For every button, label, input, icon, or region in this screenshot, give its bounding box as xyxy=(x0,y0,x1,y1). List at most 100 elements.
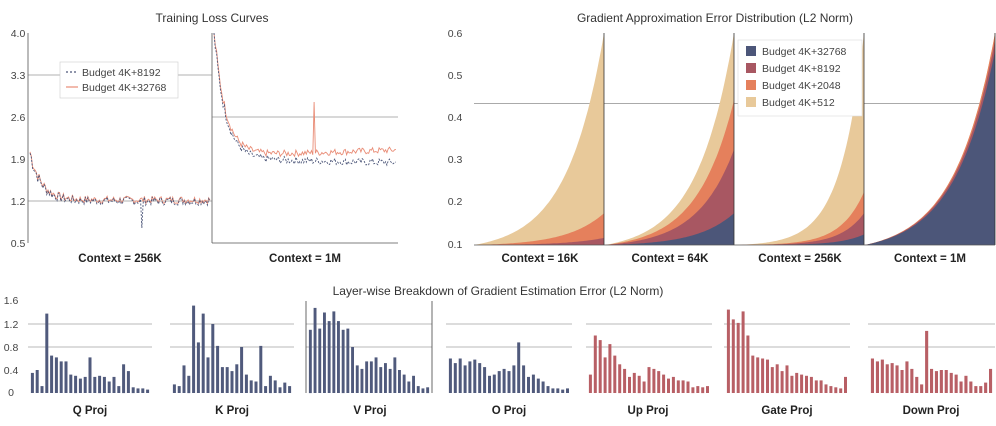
layer-bar xyxy=(736,322,740,393)
distribution-chart-title: Gradient Approximation Error Distributio… xyxy=(577,11,853,25)
layer-bar xyxy=(323,312,326,393)
layer-bar xyxy=(136,388,140,393)
layer-bar xyxy=(875,361,879,393)
dist-ytick: 0.5 xyxy=(448,70,463,82)
dist-area-navy xyxy=(605,213,734,245)
loss-series-4k-8192 xyxy=(29,153,211,229)
layer-bar xyxy=(900,370,904,393)
layer-bar xyxy=(613,355,617,393)
legend-swatch-tan xyxy=(746,97,756,107)
layer-bar xyxy=(839,388,843,393)
layer-bar xyxy=(939,370,943,393)
dist-area-tan xyxy=(474,33,604,245)
layer-bar xyxy=(969,381,973,393)
layer-bar xyxy=(706,386,709,393)
dist-legend-label: Budget 4K+2048 xyxy=(762,80,841,92)
layer-bar xyxy=(412,375,415,394)
layer-bar xyxy=(746,335,750,393)
layer-bar xyxy=(785,365,789,393)
dist-area-red xyxy=(605,149,734,245)
layer-bar xyxy=(59,361,63,393)
layer-bar xyxy=(264,386,268,393)
layer-bar xyxy=(355,365,359,393)
layer-bar xyxy=(741,311,745,393)
layer-bar xyxy=(593,335,597,393)
layer-bar xyxy=(35,370,39,393)
layer-bar xyxy=(880,359,884,393)
layer-bar xyxy=(278,387,282,394)
layer-ytick: 1.6 xyxy=(4,295,19,307)
loss-ytick: 2.6 xyxy=(11,112,26,124)
layer-ytick: 0.4 xyxy=(4,365,19,377)
layer-bar xyxy=(561,389,565,393)
layer-bar xyxy=(478,363,482,393)
layer-bar xyxy=(69,374,73,393)
layer-bar xyxy=(686,381,690,393)
layer-bar xyxy=(618,364,622,394)
legend-swatch-red xyxy=(746,63,756,73)
layer-bar xyxy=(642,381,646,393)
loss-series-4k-8192 xyxy=(213,32,397,167)
layer-bar xyxy=(761,358,765,393)
layer-bar xyxy=(192,305,196,393)
layer-bar xyxy=(770,367,774,393)
layer-bar xyxy=(531,374,535,393)
layer-bar xyxy=(536,378,540,393)
layer-bar xyxy=(402,374,406,393)
layer-bar xyxy=(453,363,457,393)
layer-bar xyxy=(756,357,760,393)
layer-bar xyxy=(556,388,560,393)
layer-bar xyxy=(726,309,730,393)
distribution-legend: Budget 4K+32768 Budget 4K+8192 Budget 4K… xyxy=(737,39,863,117)
layer-bar xyxy=(527,376,530,393)
layer-bar xyxy=(288,386,292,393)
layer-bar xyxy=(895,365,899,393)
layer-bar xyxy=(824,384,828,393)
dist-area-red xyxy=(474,237,604,245)
layer-bar xyxy=(588,374,592,393)
layer-bar xyxy=(780,371,784,393)
layer-bar xyxy=(974,386,978,393)
layer-bar xyxy=(671,376,675,393)
dist-legend-label: Budget 4K+32768 xyxy=(762,46,847,58)
dist-legend-label: Budget 4K+512 xyxy=(762,97,835,109)
loss-ytick: 0.5 xyxy=(11,238,26,250)
layer-bar xyxy=(657,371,661,393)
layer-bar xyxy=(177,386,181,393)
loss-ytick: 4.0 xyxy=(11,28,26,40)
layer-bar xyxy=(273,380,277,393)
layer-bar xyxy=(98,375,102,394)
layer-bar xyxy=(795,372,799,393)
dist-ytick: 0.4 xyxy=(448,112,463,124)
layer-bar xyxy=(313,307,317,393)
layer-bar xyxy=(107,381,111,393)
layer-panel-label-up: Up Proj xyxy=(628,405,669,417)
layer-bar xyxy=(870,358,874,393)
layer-bar xyxy=(458,358,462,393)
layer-bar xyxy=(384,363,387,393)
layer-bar xyxy=(925,330,929,393)
layer-bar xyxy=(172,384,176,393)
layer-bar xyxy=(819,380,823,393)
layer-ytick: 0 xyxy=(8,387,14,399)
layer-bar xyxy=(628,376,631,393)
loss-ytick: 3.3 xyxy=(11,70,26,82)
layer-bar xyxy=(30,372,34,393)
layer-bar xyxy=(652,368,656,393)
layer-bar xyxy=(64,361,68,393)
layer-bar xyxy=(54,357,58,393)
layer-bar xyxy=(182,365,186,393)
loss-panel-label-1m: Context = 1M xyxy=(269,253,341,265)
layer-bar xyxy=(522,365,526,393)
dist-legend-label: Budget 4K+8192 xyxy=(762,63,841,75)
layer-bar xyxy=(676,380,680,393)
layer-bar xyxy=(662,374,666,393)
layer-bar xyxy=(211,324,215,393)
loss-legend-label: Budget 4K+8192 xyxy=(82,67,161,79)
layer-bar xyxy=(551,388,555,393)
loss-series-4k-32768 xyxy=(29,151,211,205)
layer-bar xyxy=(88,357,92,393)
layer-bar xyxy=(517,342,521,393)
dist-panel-label-64k: Context = 64K xyxy=(631,253,709,265)
